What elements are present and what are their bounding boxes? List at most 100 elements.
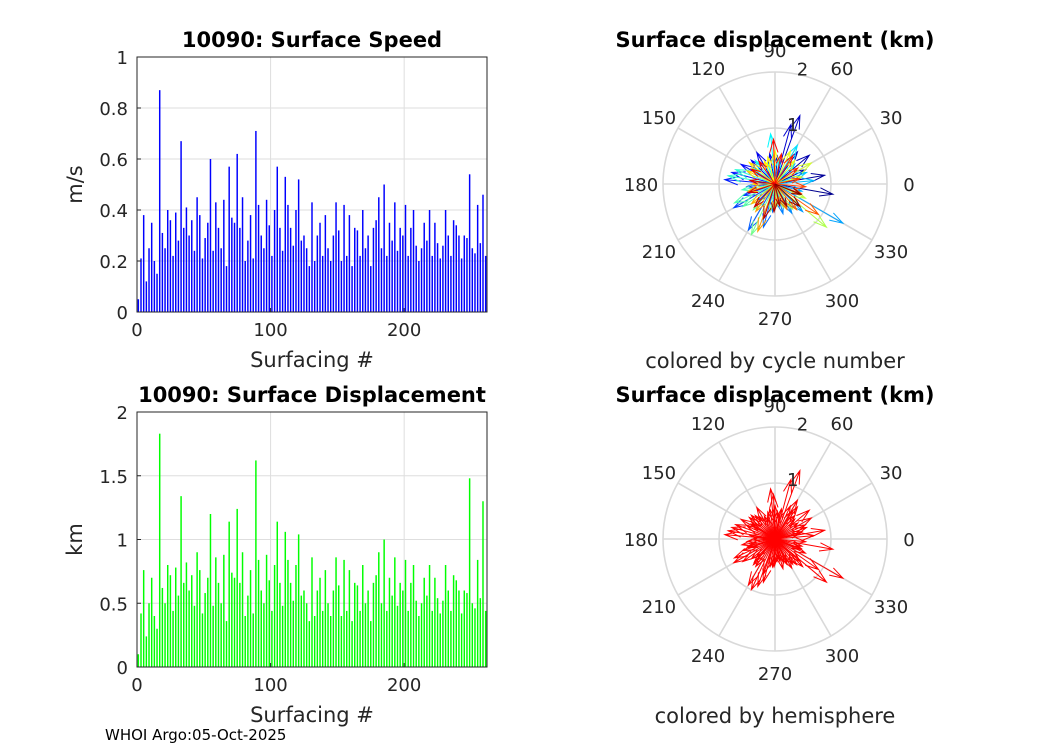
bar [255,460,257,667]
bar [367,235,369,312]
bar [345,610,348,667]
bar [223,199,225,312]
bar [399,227,401,312]
bar [150,222,153,312]
bar [140,613,142,667]
bar [172,255,174,312]
bar [410,227,412,312]
displacement-vector [774,154,794,185]
bar [450,610,452,667]
bar [161,232,164,312]
displacement-vector [763,159,776,185]
bar [458,590,460,667]
bar [220,248,222,312]
bar [340,261,343,312]
bar [137,654,140,667]
bar [418,261,420,312]
angle-label: 60 [831,414,854,435]
bar [340,616,343,667]
bar [164,248,166,312]
bar [370,266,372,312]
bar [466,238,468,312]
bar [474,608,476,667]
bar [287,204,289,312]
bar [196,197,198,312]
y-tick-label: 0.4 [99,201,128,222]
angle-label: 120 [691,59,725,80]
y-tick-label: 0.2 [99,252,128,273]
bar [329,261,332,312]
bar [300,595,303,667]
x-tick-label: 200 [387,320,421,341]
bar [199,215,201,312]
bar [388,577,391,667]
displacement-vector [774,114,801,185]
bar [289,227,292,312]
displacement-vector [774,166,800,185]
displacement-vector [774,183,845,225]
bar [447,590,449,667]
bar [244,616,246,667]
displacement-vector [774,152,783,185]
bar [484,255,487,312]
bar [268,580,270,667]
bar [426,595,428,667]
bar [185,562,188,667]
bar [348,570,351,667]
radius-label: 2 [797,415,808,436]
bar [471,603,474,667]
bar [343,559,345,667]
bar [244,261,246,312]
bar [231,217,233,312]
displacement-vector [757,514,776,540]
chart-caption: colored by hemisphere [655,704,896,728]
bar [231,572,233,667]
bar [281,250,284,312]
bar [351,621,353,667]
angle-label: 210 [642,597,676,618]
x-tick-label: 200 [387,675,421,696]
angle-label: 300 [825,291,859,312]
displacement-vector [774,538,798,567]
bar [209,159,212,312]
bar [351,266,353,312]
bar [391,240,393,312]
bar [434,222,436,312]
bar [212,605,214,667]
x-tick-label: 100 [253,320,287,341]
bar [161,587,164,667]
bar [217,227,220,312]
bar [471,248,474,312]
bar [207,222,209,312]
x-tick-label: 100 [253,675,287,696]
bar [292,245,295,312]
displacement-vector [746,183,776,194]
bar [410,582,412,667]
displacement-vector [774,538,835,552]
angle-label: 150 [642,108,676,129]
displacement-vector [774,177,802,185]
bar [156,273,158,312]
bar [233,222,236,312]
y-tick-label: 1 [117,531,128,552]
displacement-vector [774,521,800,540]
angle-label: 330 [874,597,908,618]
radius-label: 1 [787,115,798,136]
angle-label: 270 [758,309,792,330]
bar [236,508,238,667]
chart-title: 10090: Surface Speed [182,28,442,52]
bar [271,610,273,667]
bar [321,610,324,667]
bar [364,603,367,667]
displacement-bar-chart: 0 100 200 0 0.5 1 1.5 2 10090: Surface Displacem… [63,383,488,727]
bar [407,610,409,667]
bar [215,557,217,667]
displacement-vector [774,122,792,185]
displacement-vector [774,159,796,185]
bar [447,235,449,312]
angle-label: 270 [758,664,792,685]
bar [375,220,377,312]
bar [444,565,447,667]
bar [153,616,156,667]
